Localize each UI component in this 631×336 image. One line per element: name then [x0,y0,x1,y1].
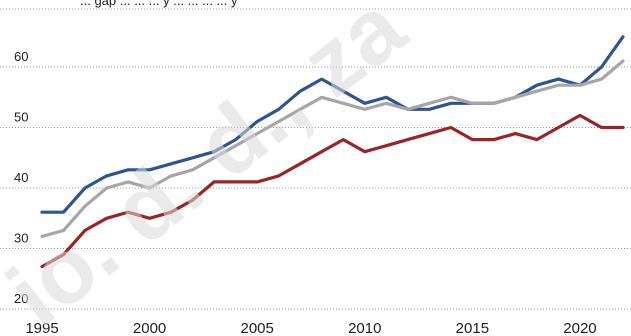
x-tick-label-2020: 2020 [563,320,596,336]
partial-title-text: ... gap ... ... ... y ... ... ... ... y [80,0,238,8]
x-tick-label-2015: 2015 [456,320,489,336]
series-line-2 [40,59,625,238]
x-tick-label-2010: 2010 [348,320,381,336]
series-line-3 [40,113,625,269]
y-tick-label-60: 60 [14,49,28,64]
y-tick-label-30: 30 [14,231,28,246]
series-line-1 [40,35,625,214]
y-tick-label-40: 40 [14,170,28,185]
series-lines [40,35,625,269]
y-axis-tick-labels: 20 30 40 50 60 [14,49,28,306]
x-tick-label-1995: 1995 [25,320,58,336]
x-axis-tick-labels: 1995 2000 2005 2010 2015 2020 [25,320,596,336]
watermark-text: io. d. d., za [0,0,424,336]
x-tick-label-2005: 2005 [240,320,273,336]
y-tick-label-20: 20 [14,291,28,306]
y-tick-label-50: 50 [14,110,28,125]
x-tick-label-2000: 2000 [133,320,166,336]
